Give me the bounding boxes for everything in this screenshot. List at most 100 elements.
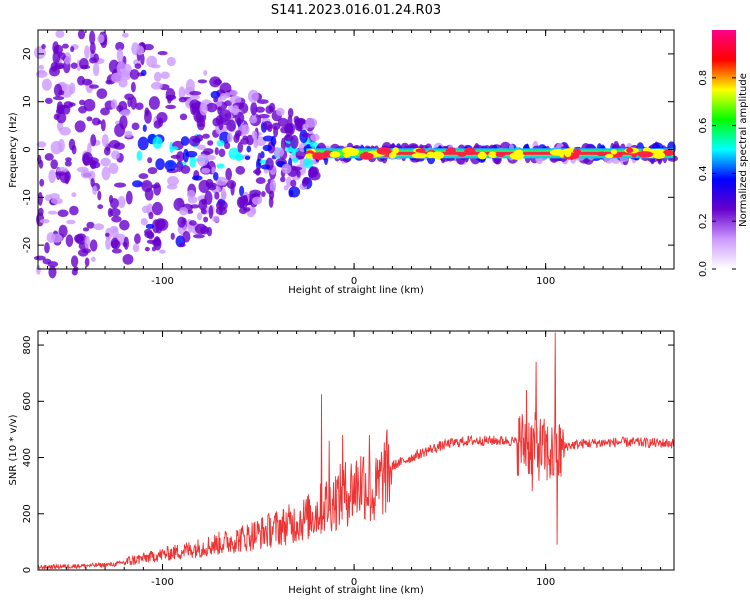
- x-tick-label: 0: [351, 276, 357, 287]
- heatmap-cell: [290, 179, 297, 188]
- heatmap-cell: [97, 120, 102, 125]
- heatmap-cell: [179, 242, 186, 248]
- heatmap-cell: [160, 71, 170, 80]
- heatmap-cell: [71, 268, 78, 276]
- heatmap-cell: [247, 89, 259, 103]
- heatmap-cell: [65, 157, 72, 162]
- heatmap-cell: [303, 157, 313, 169]
- heatmap-cell: [84, 45, 90, 59]
- heatmap-cell: [114, 182, 127, 188]
- heatmap-cell: [289, 147, 299, 153]
- heatmap-cell: [121, 32, 129, 38]
- heatmap-cell: [153, 237, 162, 251]
- heatmap-cell: [39, 218, 50, 224]
- heatmap-cell: [84, 235, 91, 250]
- heatmap-cell: [199, 102, 208, 116]
- heatmap-cell: [86, 221, 95, 229]
- heatmap-cell: [219, 109, 232, 122]
- heatmap-cell: [236, 154, 244, 161]
- heatmap-cell: [93, 223, 105, 231]
- heatmap-cell: [74, 234, 84, 244]
- heatmap-cell: [213, 97, 219, 103]
- heatmap-cell: [290, 134, 299, 149]
- heatmap-y-label: Frequency (Hz): [8, 112, 19, 188]
- heatmap-x-axis: -100 0 100: [47, 30, 662, 287]
- colorbar-gradient: [712, 30, 736, 269]
- heatmap-cell: [198, 179, 210, 194]
- heatmap-cell: [41, 43, 46, 50]
- heatmap-cell: [210, 90, 220, 99]
- heatmap-cell: [167, 176, 179, 186]
- heatmap-cell: [130, 81, 136, 93]
- heatmap-cell: [66, 219, 76, 225]
- heatmap-cell: [136, 150, 143, 161]
- heatmap-cell: [237, 141, 244, 153]
- heatmap-cell: [260, 164, 271, 170]
- heatmap-cell: [137, 136, 149, 151]
- heatmap-cell: [77, 75, 85, 86]
- heatmap-cell: [224, 141, 231, 150]
- heatmap-cell: [253, 136, 259, 149]
- heatmap-cell: [296, 122, 303, 132]
- heatmap-cell: [70, 46, 75, 53]
- heatmap-cell: [177, 216, 186, 228]
- heatmap-cell: [33, 255, 46, 261]
- heatmap-cell: [108, 162, 119, 175]
- heatmap-cell: [52, 50, 61, 65]
- heatmap-cell: [144, 107, 150, 117]
- heatmap-cell: [190, 204, 200, 209]
- heatmap-cell: [111, 150, 120, 160]
- heatmap-cell: [166, 56, 176, 67]
- heatmap-cell: [148, 211, 154, 220]
- ridge-blob: [457, 152, 467, 157]
- heatmap-ridge: [305, 147, 674, 161]
- heatmap-cell: [182, 230, 191, 243]
- snr-panel: -100 0 100 0 200 400 600 800 Height of straigh…: [8, 330, 675, 596]
- heatmap-cell: [305, 117, 318, 128]
- ridge-blob: [488, 151, 497, 159]
- heatmap-cell: [268, 196, 274, 208]
- heatmap-cell: [176, 151, 185, 162]
- heatmap-cell: [202, 133, 210, 139]
- heatmap-cell: [220, 93, 227, 101]
- heatmap-cell: [89, 239, 98, 252]
- heatmap-cell: [235, 165, 246, 175]
- heatmap-cell: [258, 114, 270, 119]
- heatmap-cell: [41, 78, 52, 91]
- heatmap-cell: [226, 179, 237, 189]
- heatmap-cell: [65, 234, 74, 248]
- heatmap-cell: [130, 96, 137, 110]
- heatmap-cell: [134, 233, 141, 245]
- heatmap-cell: [206, 102, 218, 113]
- heatmap-cell: [215, 176, 228, 186]
- heatmap-cell: [140, 69, 147, 77]
- colorbar-label: Normalized spectral amplitude: [738, 73, 749, 227]
- ridge-blob: [596, 151, 607, 157]
- heatmap-cell: [218, 148, 226, 158]
- heatmap-cell: [101, 133, 109, 147]
- heatmap-cell: [100, 107, 110, 116]
- heatmap-cell: [144, 246, 150, 252]
- heatmap-cell: [132, 243, 140, 253]
- heatmap-cell: [44, 97, 53, 104]
- colorbar-tick-label: 0.8: [698, 70, 709, 86]
- heatmap-cell: [216, 163, 225, 169]
- heatmap-cell: [302, 123, 309, 130]
- heatmap-cell: [246, 145, 252, 153]
- heatmap-cell: [186, 189, 196, 199]
- heatmap-cell: [84, 257, 90, 267]
- heatmap-cell: [50, 233, 63, 243]
- ridge-blob: [509, 151, 525, 160]
- heatmap-cell: [123, 236, 129, 250]
- heatmap-cell: [109, 208, 121, 217]
- heatmap-cell: [150, 64, 161, 69]
- heatmap-cell: [97, 204, 104, 210]
- heatmap-cell: [88, 84, 99, 89]
- snr-y-label: SNR (10 * v/v): [8, 414, 19, 485]
- heatmap-cell: [140, 217, 148, 226]
- heatmap-cell: [225, 167, 233, 181]
- heatmap-cell: [255, 106, 265, 113]
- heatmap-cell: [116, 48, 124, 63]
- heatmap-cell: [103, 146, 111, 156]
